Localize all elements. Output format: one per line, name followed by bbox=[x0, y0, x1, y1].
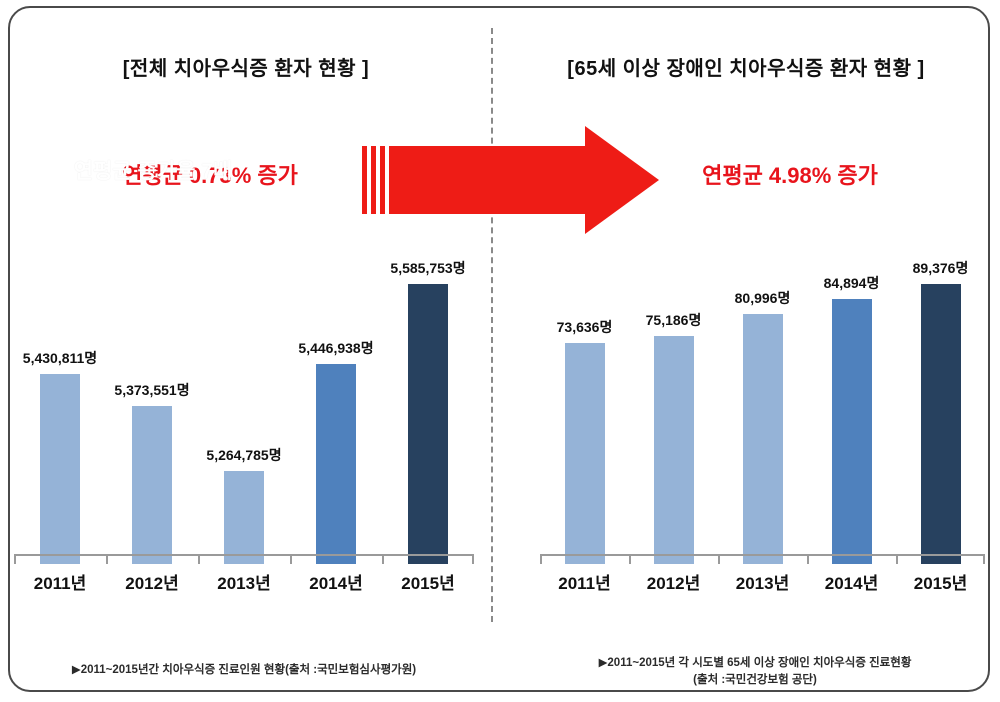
bar bbox=[316, 364, 356, 564]
axis-tick bbox=[106, 556, 108, 564]
right-bar-chart: 73,636명 75,186명 80,996명 84,894명 89,376명 bbox=[540, 260, 985, 593]
left-source-caption: ▶2011~2015년간 치아우식증 진료인원 현황(출처 :국민보험심사평가원… bbox=[14, 662, 474, 679]
right-arrow-icon bbox=[362, 126, 659, 234]
bar bbox=[224, 471, 264, 564]
category-label: 2015년 bbox=[401, 574, 455, 593]
outer-frame bbox=[8, 6, 990, 692]
bar-value-label: 84,894명 bbox=[823, 275, 880, 291]
arrow-label: 연평균 증가율 7배 bbox=[73, 160, 233, 183]
axis-tick bbox=[718, 556, 720, 564]
bar bbox=[742, 314, 783, 564]
bar-slot: 89,376명 bbox=[896, 260, 985, 564]
bar-value-label: 73,636명 bbox=[556, 319, 613, 335]
axis-tick bbox=[807, 556, 809, 564]
category-label: 2014년 bbox=[824, 574, 879, 593]
left-bars: 5,430,811명 5,373,551명 5,264,785명 5,446,9… bbox=[14, 260, 474, 564]
right-bars: 73,636명 75,186명 80,996명 84,894명 89,376명 bbox=[540, 260, 985, 564]
bar-slot: 84,894명 bbox=[807, 270, 896, 564]
right-growth-note: 연평균 4.98% 증가 bbox=[702, 163, 878, 188]
bar-value-label: 5,585,753명 bbox=[390, 260, 466, 276]
source-line-1: ▶2011~2015년 각 시도별 65세 이상 장애인 치아우식증 진료현황 bbox=[598, 657, 912, 669]
axis-tick bbox=[896, 556, 898, 564]
bar-value-label: 5,430,811명 bbox=[22, 350, 98, 366]
category-label: 2011년 bbox=[558, 574, 611, 593]
bar bbox=[831, 299, 872, 564]
axis-tick bbox=[472, 556, 474, 564]
source-line: ▶2011~2015년간 치아우식증 진료인원 현황(출처 :국민보험심사평가원… bbox=[71, 664, 417, 676]
category-label: 2011년 bbox=[33, 574, 87, 593]
right-category-labels: 2011년 2012년 2013년 2014년 2015년 bbox=[540, 569, 985, 594]
bar-slot: 5,373,551명 bbox=[106, 260, 198, 564]
left-category-labels: 2011년 2012년 2013년 2014년 2015년 bbox=[14, 569, 474, 594]
category-label: 2015년 bbox=[913, 574, 968, 593]
bar-value-label: 80,996명 bbox=[734, 290, 791, 306]
left-panel-title: [전체 치아우식증 환자 현황 ] bbox=[122, 58, 370, 80]
left-bar-chart: 5,430,811명 5,373,551명 5,264,785명 5,446,9… bbox=[14, 260, 474, 593]
right-plot-area: 73,636명 75,186명 80,996명 84,894명 89,376명 bbox=[540, 260, 985, 564]
right-x-axis bbox=[540, 554, 985, 564]
bar-slot: 75,186명 bbox=[629, 270, 718, 564]
panel-divider bbox=[491, 28, 493, 622]
axis-tick bbox=[14, 556, 16, 564]
bar-slot: 5,430,811명 bbox=[14, 260, 106, 564]
category-label: 2013년 bbox=[735, 574, 790, 593]
axis-tick bbox=[540, 556, 542, 564]
bar-slot: 5,264,785명 bbox=[198, 260, 290, 564]
bar-value-label: 75,186명 bbox=[645, 312, 702, 328]
bar-value-label: 5,373,551명 bbox=[114, 382, 190, 398]
category-label: 2014년 bbox=[309, 574, 363, 593]
right-source-caption: ▶2011~2015년 각 시도별 65세 이상 장애인 치아우식증 진료현황 … bbox=[520, 655, 990, 688]
axis-tick bbox=[198, 556, 200, 564]
bar bbox=[564, 343, 605, 564]
bar-value-label: 5,446,938명 bbox=[298, 340, 374, 356]
category-label: 2013년 bbox=[217, 574, 271, 593]
bar-slot: 73,636명 bbox=[540, 270, 629, 564]
bar bbox=[408, 284, 448, 564]
axis-tick bbox=[629, 556, 631, 564]
axis-tick bbox=[382, 556, 384, 564]
bar bbox=[40, 374, 80, 564]
bar-slot: 80,996명 bbox=[718, 270, 807, 564]
left-x-axis bbox=[14, 554, 474, 564]
bar bbox=[920, 284, 961, 564]
growth-arrow bbox=[360, 124, 662, 236]
bar-value-label: 89,376명 bbox=[912, 260, 969, 276]
bar-slot: 5,585,753명 bbox=[382, 260, 474, 564]
left-plot-area: 5,430,811명 5,373,551명 5,264,785명 5,446,9… bbox=[14, 260, 474, 564]
bar bbox=[653, 336, 694, 564]
category-label: 2012년 bbox=[125, 574, 179, 593]
axis-tick bbox=[290, 556, 292, 564]
bar bbox=[132, 406, 172, 564]
axis-tick bbox=[983, 556, 985, 564]
bar-slot: 5,446,938명 bbox=[290, 260, 382, 564]
bar-value-label: 5,264,785명 bbox=[206, 447, 282, 463]
source-line-2: (출처 :국민건강보험 공단) bbox=[693, 673, 817, 686]
category-label: 2012년 bbox=[646, 574, 701, 593]
left-growth-note: 연평균 0.73% 증가 bbox=[122, 163, 298, 188]
right-panel-title: [65세 이상 장애인 치아우식증 환자 현황 ] bbox=[567, 58, 925, 80]
